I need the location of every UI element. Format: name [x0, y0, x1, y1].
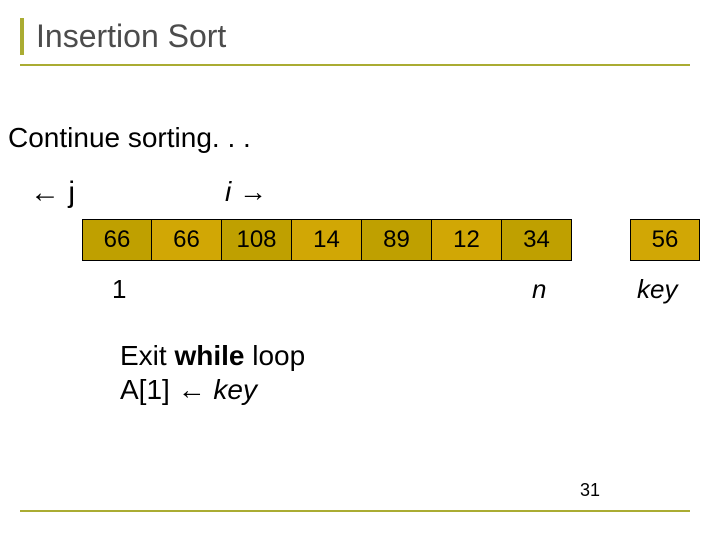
- key-cell-value: 56: [652, 226, 679, 253]
- exit-text: Exit while loop A[1] ← key: [120, 340, 305, 406]
- exit-line1-post: loop: [244, 340, 305, 371]
- exit-line1-bold: while: [174, 340, 244, 371]
- array-cell: 14: [292, 219, 362, 261]
- array-cell: 66: [82, 219, 152, 261]
- exit-line2-pre: A[1] ←: [120, 374, 213, 405]
- exit-line-2: A[1] ← key: [120, 374, 305, 406]
- index-1-label: 1: [112, 274, 126, 305]
- array-cell: 34: [502, 219, 572, 261]
- array-cells: 666610814891234: [82, 219, 572, 261]
- i-pointer-label: i →: [225, 176, 267, 208]
- key-label: key: [637, 274, 677, 305]
- title-region: Insertion Sort: [20, 18, 226, 55]
- array-cell: 66: [152, 219, 222, 261]
- array-cell: 89: [362, 219, 432, 261]
- index-n-label: n: [532, 274, 546, 305]
- title-underline: [20, 64, 690, 66]
- exit-line2-italic: key: [213, 374, 257, 405]
- slide-title: Insertion Sort: [36, 18, 226, 55]
- footer-line: [20, 510, 690, 512]
- exit-line-1: Exit while loop: [120, 340, 305, 372]
- array-cell: 108: [222, 219, 292, 261]
- array-cell: 12: [432, 219, 502, 261]
- exit-line1-pre: Exit: [120, 340, 174, 371]
- page-number: 31: [580, 480, 600, 501]
- j-pointer-label: ← j: [30, 176, 75, 210]
- subtitle-text: Continue sorting. . .: [8, 122, 251, 154]
- key-cell: 56: [630, 219, 700, 261]
